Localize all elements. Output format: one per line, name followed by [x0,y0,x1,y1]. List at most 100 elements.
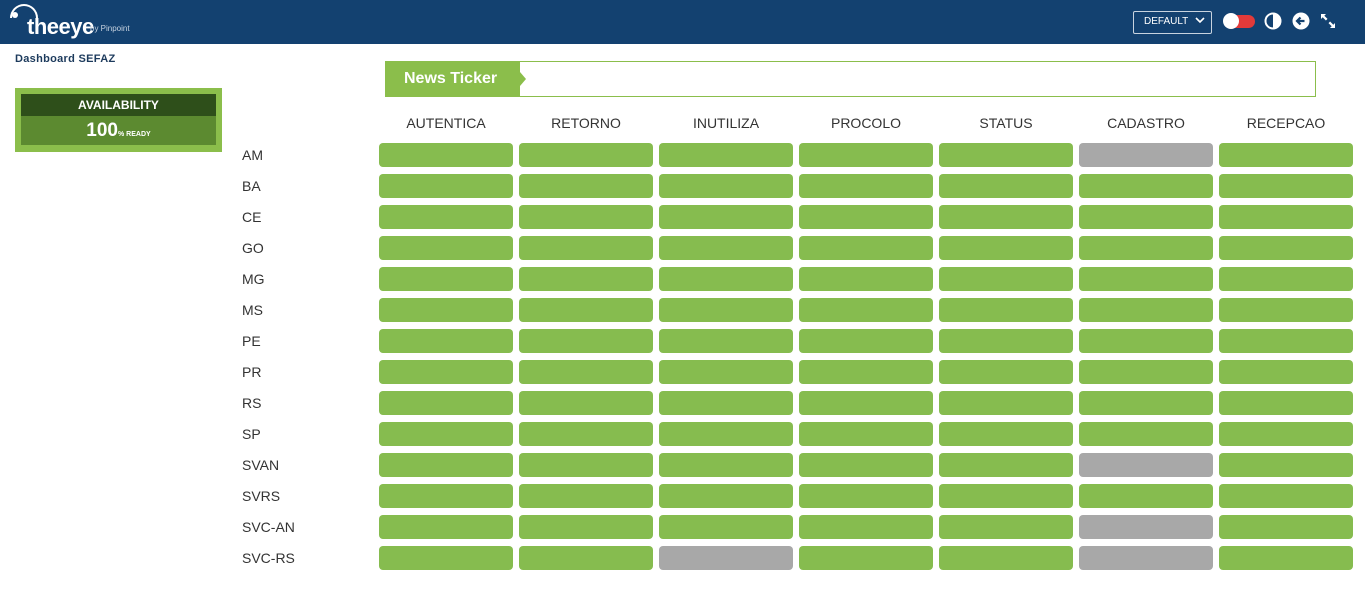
status-cell-ok[interactable] [519,453,653,477]
status-cell-ok[interactable] [799,546,933,570]
status-cell-ok[interactable] [519,360,653,384]
status-cell-ok[interactable] [519,422,653,446]
status-cell-ok[interactable] [519,174,653,198]
status-cell-ok[interactable] [1219,174,1353,198]
status-cell-ok[interactable] [379,174,513,198]
status-cell-ok[interactable] [799,298,933,322]
status-cell-ok[interactable] [799,391,933,415]
status-cell-ok[interactable] [379,546,513,570]
status-cell-ok[interactable] [939,360,1073,384]
status-cell-ok[interactable] [1219,236,1353,260]
status-cell-ok[interactable] [799,360,933,384]
status-cell-ok[interactable] [659,298,793,322]
status-cell-ok[interactable] [1219,329,1353,353]
status-cell-ok[interactable] [1219,515,1353,539]
status-cell-ok[interactable] [379,298,513,322]
status-cell-ok[interactable] [519,391,653,415]
status-cell-ok[interactable] [939,143,1073,167]
status-cell-ok[interactable] [519,143,653,167]
status-cell-ok[interactable] [1079,267,1213,291]
status-cell-ok[interactable] [939,515,1073,539]
status-cell-ok[interactable] [659,360,793,384]
status-cell-ok[interactable] [519,546,653,570]
status-cell-ok[interactable] [799,453,933,477]
status-cell-ok[interactable] [939,484,1073,508]
status-cell-ok[interactable] [939,174,1073,198]
status-cell-ok[interactable] [519,515,653,539]
status-cell-ok[interactable] [519,329,653,353]
status-cell-ok[interactable] [519,205,653,229]
status-cell-ok[interactable] [659,205,793,229]
status-cell-ok[interactable] [659,143,793,167]
status-cell-ok[interactable] [379,329,513,353]
status-cell-ok[interactable] [379,267,513,291]
status-cell-ok[interactable] [799,422,933,446]
fullscreen-icon[interactable] [1319,12,1337,30]
status-cell-ok[interactable] [1219,360,1353,384]
status-cell-ok[interactable] [1079,205,1213,229]
status-cell-off[interactable] [1079,515,1213,539]
status-cell-ok[interactable] [379,360,513,384]
status-cell-ok[interactable] [1079,329,1213,353]
status-cell-ok[interactable] [1079,298,1213,322]
status-cell-ok[interactable] [379,515,513,539]
status-cell-ok[interactable] [379,484,513,508]
status-cell-ok[interactable] [1079,422,1213,446]
status-cell-ok[interactable] [659,515,793,539]
status-cell-ok[interactable] [799,484,933,508]
theeye-logo[interactable]: theeye by Pinpoint [10,4,160,40]
status-cell-ok[interactable] [939,267,1073,291]
status-cell-ok[interactable] [379,391,513,415]
status-cell-ok[interactable] [519,267,653,291]
status-cell-ok[interactable] [1219,143,1353,167]
status-cell-ok[interactable] [939,298,1073,322]
status-cell-ok[interactable] [659,174,793,198]
back-arrow-icon[interactable] [1292,12,1310,30]
status-cell-ok[interactable] [799,143,933,167]
view-select[interactable]: DEFAULT [1133,11,1212,34]
status-cell-ok[interactable] [659,391,793,415]
status-cell-ok[interactable] [939,453,1073,477]
status-cell-ok[interactable] [379,422,513,446]
status-cell-off[interactable] [1079,453,1213,477]
contrast-icon[interactable] [1264,12,1282,30]
status-cell-ok[interactable] [939,236,1073,260]
status-cell-ok[interactable] [799,267,933,291]
status-cell-ok[interactable] [799,236,933,260]
status-cell-ok[interactable] [1219,205,1353,229]
status-cell-off[interactable] [1079,546,1213,570]
status-cell-ok[interactable] [519,484,653,508]
status-cell-ok[interactable] [659,453,793,477]
status-cell-ok[interactable] [939,422,1073,446]
status-cell-ok[interactable] [1219,298,1353,322]
status-cell-ok[interactable] [659,484,793,508]
status-cell-ok[interactable] [379,453,513,477]
status-cell-ok[interactable] [939,205,1073,229]
status-cell-ok[interactable] [1219,267,1353,291]
status-cell-ok[interactable] [1079,236,1213,260]
status-cell-ok[interactable] [519,236,653,260]
mode-toggle[interactable] [1223,13,1255,29]
status-cell-ok[interactable] [379,205,513,229]
status-cell-ok[interactable] [1079,391,1213,415]
status-cell-ok[interactable] [1219,391,1353,415]
status-cell-ok[interactable] [519,298,653,322]
status-cell-ok[interactable] [659,267,793,291]
status-cell-ok[interactable] [799,515,933,539]
status-cell-ok[interactable] [1219,453,1353,477]
status-cell-ok[interactable] [799,174,933,198]
status-cell-ok[interactable] [799,205,933,229]
status-cell-off[interactable] [1079,143,1213,167]
status-cell-off[interactable] [659,546,793,570]
status-cell-ok[interactable] [1219,422,1353,446]
status-cell-ok[interactable] [799,329,933,353]
status-cell-ok[interactable] [1079,484,1213,508]
status-cell-ok[interactable] [379,143,513,167]
status-cell-ok[interactable] [939,329,1073,353]
status-cell-ok[interactable] [659,329,793,353]
status-cell-ok[interactable] [379,236,513,260]
status-cell-ok[interactable] [939,391,1073,415]
status-cell-ok[interactable] [1079,360,1213,384]
status-cell-ok[interactable] [1219,484,1353,508]
status-cell-ok[interactable] [659,236,793,260]
